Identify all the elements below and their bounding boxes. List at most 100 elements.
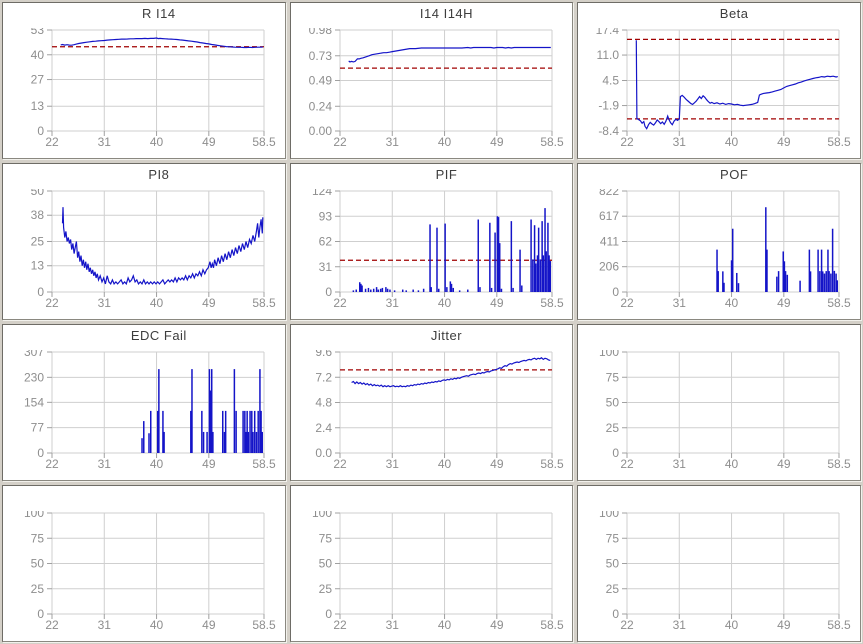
grid-lines: [339, 512, 553, 615]
svg-text:2.4: 2.4: [315, 421, 332, 435]
grid-lines: [626, 351, 840, 454]
svg-text:31: 31: [385, 457, 399, 471]
axis-labels: 0 25 50 75 100 22 31 40 49 58.5: [599, 350, 851, 471]
svg-text:9.6: 9.6: [315, 350, 332, 359]
svg-text:11.0: 11.0: [597, 48, 620, 62]
svg-text:0: 0: [37, 285, 44, 299]
svg-text:40: 40: [150, 135, 164, 149]
svg-text:22: 22: [333, 135, 347, 149]
svg-text:230: 230: [24, 370, 44, 384]
svg-text:411: 411: [600, 235, 619, 249]
chart-title: [331, 489, 563, 509]
svg-text:0: 0: [37, 607, 44, 621]
svg-text:100: 100: [599, 511, 619, 520]
svg-text:27: 27: [31, 73, 45, 87]
svg-text:17.4: 17.4: [596, 28, 620, 37]
svg-text:0: 0: [613, 446, 620, 460]
svg-text:124: 124: [312, 189, 332, 198]
chart-canvas: 0 25 50 75 100 22 31 40 49 58.5: [599, 350, 851, 471]
grid-lines: [339, 29, 553, 132]
svg-text:49: 49: [202, 618, 216, 632]
svg-text:31: 31: [385, 618, 399, 632]
chart-canvas: 0 25 50 75 100 22 31 40 49 58.5: [599, 511, 851, 632]
axis-labels: 0 13 27 40 53 22 31 40 49 58.5: [31, 28, 276, 149]
svg-text:40: 40: [438, 135, 452, 149]
svg-text:75: 75: [606, 531, 620, 545]
svg-text:58.5: 58.5: [252, 135, 276, 149]
svg-text:25: 25: [606, 421, 620, 435]
data-series-spikes: [716, 207, 839, 292]
chart-canvas: 0 206 411 617 822 22 31 40 49 58.5: [599, 189, 851, 310]
svg-text:40: 40: [725, 135, 739, 149]
svg-text:58.5: 58.5: [252, 618, 276, 632]
chart-canvas: 0 25 50 75 100 22 31 40 49 58.5: [24, 511, 276, 632]
svg-text:49: 49: [777, 457, 791, 471]
svg-text:58.5: 58.5: [252, 296, 276, 310]
svg-text:49: 49: [490, 457, 504, 471]
chart-title: I14 I14H: [419, 6, 474, 21]
chart-panel-empty-3: 0 25 50 75 100 22 31 40 49 58.5: [289, 485, 574, 642]
chart-canvas: 0 77 154 230 307 22 31 40 49 58.5: [24, 350, 276, 471]
chart-panel-jitter: Jitter 0.0 2.4 4.8 7.2 9.6 22 31 40 49 58.5: [289, 324, 574, 481]
svg-text:49: 49: [202, 135, 216, 149]
svg-text:0: 0: [37, 124, 44, 138]
axis-ticks: [622, 29, 840, 136]
svg-text:77: 77: [31, 421, 45, 435]
svg-text:0: 0: [325, 285, 332, 299]
svg-text:40: 40: [725, 296, 739, 310]
axis-ticks: [47, 190, 265, 297]
svg-text:206: 206: [599, 260, 619, 274]
svg-text:58.5: 58.5: [540, 457, 564, 471]
axis-ticks: [622, 512, 840, 619]
axis-labels: 0 206 411 617 822 22 31 40 49 58.5: [599, 189, 851, 310]
chart-canvas: 0.00 0.24 0.49 0.73 0.98 22 31 40 49 58.5: [308, 28, 563, 149]
svg-text:50: 50: [606, 396, 620, 410]
svg-text:40: 40: [438, 457, 452, 471]
svg-text:22: 22: [333, 457, 347, 471]
svg-text:31: 31: [98, 618, 112, 632]
chart-canvas: 0 31 62 93 124 22 31 40 49 58.5: [312, 189, 564, 310]
chart-panel-empty-1: 0 25 50 75 100 22 31 40 49 58.5: [577, 324, 861, 481]
svg-text:100: 100: [599, 350, 619, 359]
chart-title: Beta: [719, 6, 749, 21]
svg-text:13: 13: [31, 259, 45, 273]
chart-title: Jitter: [430, 328, 463, 343]
svg-text:617: 617: [599, 209, 619, 223]
svg-text:49: 49: [490, 618, 504, 632]
svg-text:62: 62: [318, 235, 332, 249]
axis-labels: 0 25 50 75 100 22 31 40 49 58.5: [24, 511, 276, 632]
svg-text:25: 25: [606, 582, 620, 596]
svg-text:31: 31: [673, 135, 687, 149]
svg-text:100: 100: [24, 511, 44, 520]
svg-text:50: 50: [318, 557, 332, 571]
axis-ticks: [334, 351, 553, 458]
svg-text:58.5: 58.5: [540, 296, 564, 310]
svg-text:58.5: 58.5: [828, 457, 852, 471]
axis-labels: 0.0 2.4 4.8 7.2 9.6 22 31 40 49 58.5: [315, 350, 564, 471]
svg-text:7.2: 7.2: [315, 370, 332, 384]
axis-ticks: [622, 190, 840, 297]
svg-text:40: 40: [438, 618, 452, 632]
grid-lines: [51, 190, 265, 293]
chart-panel-pi8: PI8 0 13 25 38 50 22 31 40 49 58.5: [2, 163, 286, 320]
svg-text:31: 31: [98, 296, 112, 310]
chart-title: POF: [720, 167, 749, 182]
svg-text:40: 40: [150, 457, 164, 471]
chart-title: [618, 328, 850, 348]
svg-text:0.98: 0.98: [308, 28, 332, 37]
axis-ticks: [622, 351, 840, 458]
svg-text:40: 40: [725, 457, 739, 471]
axis-labels: 0 77 154 230 307 22 31 40 49 58.5: [24, 350, 276, 471]
chart-title: R I14: [142, 6, 176, 21]
axis-ticks: [334, 190, 553, 297]
svg-text:0.24: 0.24: [308, 99, 332, 113]
svg-text:58.5: 58.5: [540, 618, 564, 632]
chart-panel-i14-i14h: I14 I14H 0.00 0.24 0.49 0.73 0.98 22 31 40 49 58.…: [289, 2, 574, 159]
chart-panel-empty-4: 0 25 50 75 100 22 31 40 49 58.5: [577, 485, 861, 642]
data-series-spikes: [352, 208, 551, 292]
chart-title: EDC Fail: [130, 328, 187, 343]
chart-canvas: 0 13 27 40 53 22 31 40 49 58.5: [31, 28, 276, 149]
svg-text:100: 100: [312, 511, 332, 520]
chart-panel-beta: Beta -8.4 -1.9 4.5 11.0 17.4 22 31 40 49 58.5: [577, 2, 861, 159]
data-series-line: [61, 207, 264, 286]
